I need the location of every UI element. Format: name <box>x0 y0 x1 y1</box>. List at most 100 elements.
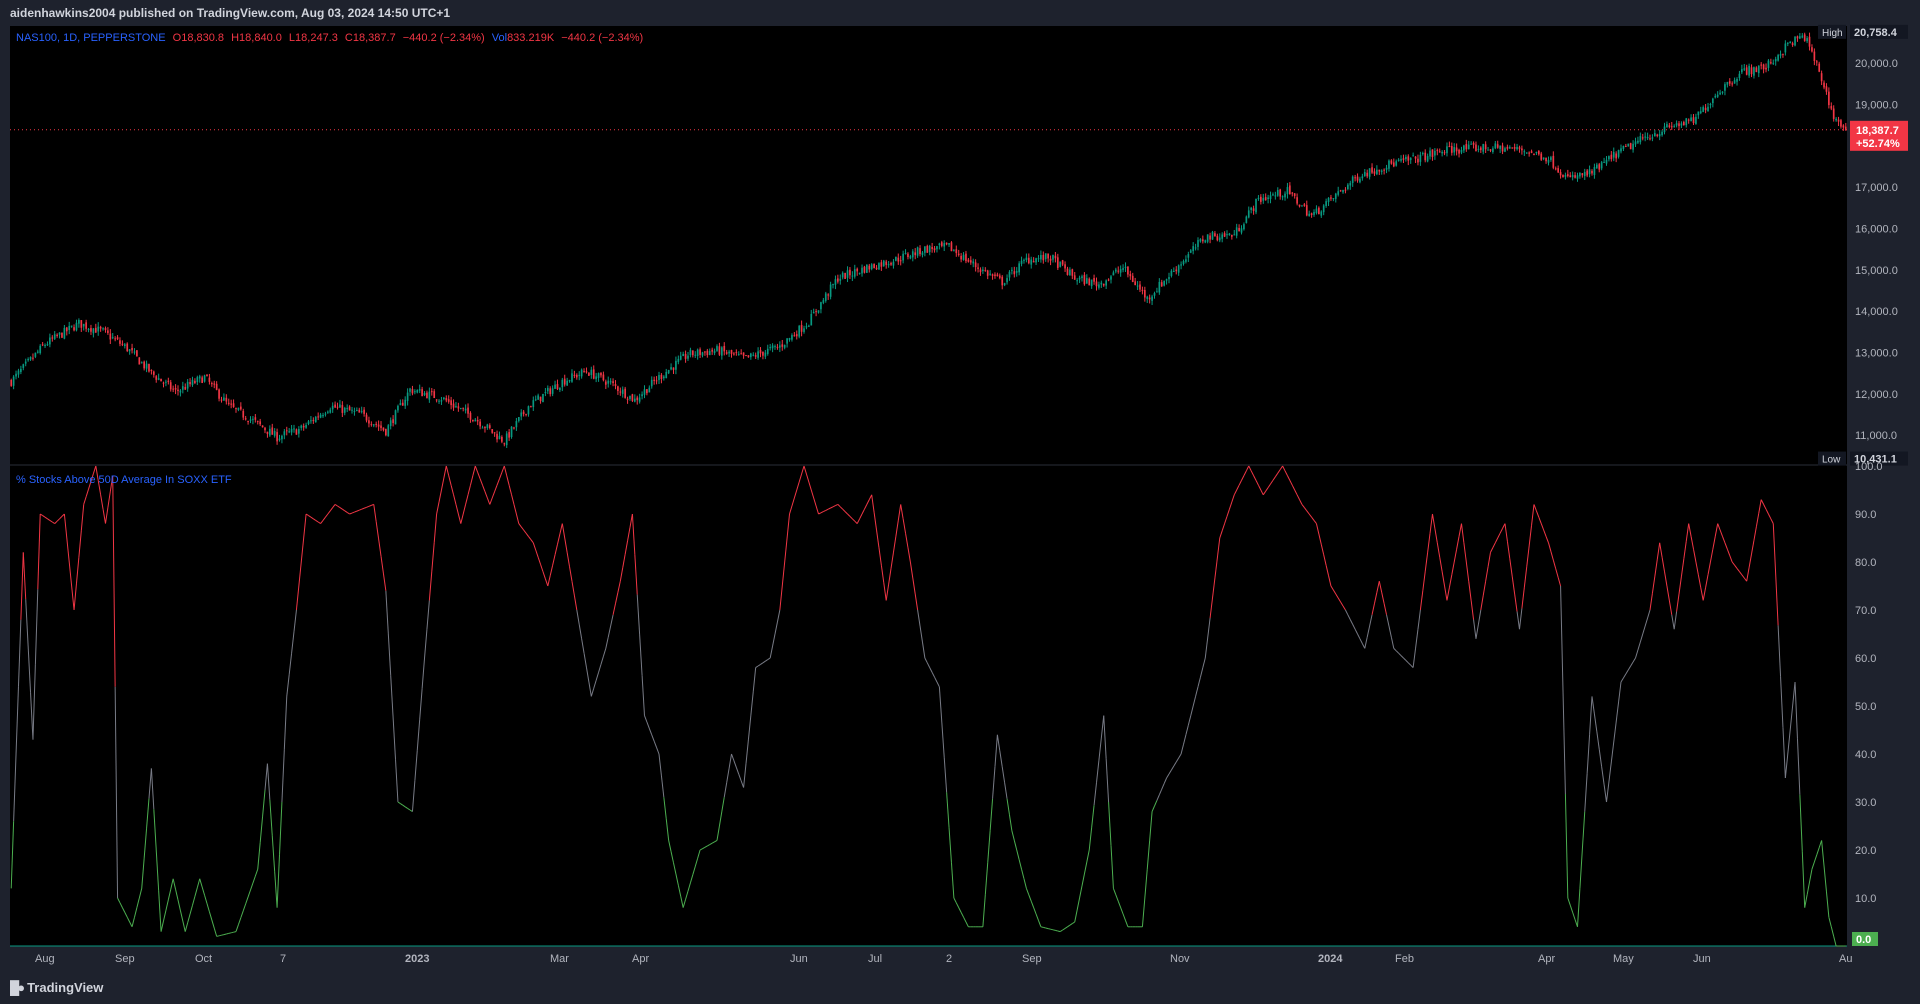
candle-body <box>1334 193 1337 199</box>
candle-body <box>34 352 37 357</box>
candle-body <box>1685 118 1688 126</box>
indicator-segment <box>934 676 938 683</box>
indicator-segment <box>424 629 428 659</box>
indicator-segment <box>450 485 455 495</box>
candle-body <box>1496 144 1499 148</box>
candle-body <box>181 386 184 390</box>
candle-body <box>358 409 361 413</box>
candle-body <box>899 260 902 262</box>
candle-body <box>1107 279 1110 281</box>
indicator-segment <box>1062 927 1066 931</box>
indicator-segment <box>1108 801 1112 846</box>
indicator-segment <box>1347 614 1351 620</box>
candle-body <box>890 263 892 265</box>
candle-body <box>532 400 535 408</box>
candle-body <box>742 352 745 356</box>
indicator-segment <box>936 681 940 688</box>
candle-body <box>513 427 515 429</box>
footer-bar <box>0 970 1920 1004</box>
candle-body <box>116 337 119 340</box>
candle-body <box>757 351 759 358</box>
indicator-segment <box>1741 574 1745 579</box>
indicator-segment <box>293 609 297 632</box>
last-change-label: +52.74% <box>1856 138 1900 150</box>
indicator-segment <box>868 494 873 500</box>
candle-body <box>155 376 158 380</box>
candle-body <box>360 411 363 413</box>
candle-body <box>399 403 402 406</box>
candle-body <box>839 278 842 281</box>
indicator-segment <box>363 506 367 509</box>
candle-body <box>1709 104 1712 106</box>
indicator-tick-label: 10.0 <box>1855 893 1876 905</box>
indicator-segment <box>1352 624 1356 630</box>
indicator-segment <box>549 565 554 576</box>
indicator-segment <box>179 910 184 922</box>
candle-body <box>1687 119 1690 121</box>
indicator-segment <box>571 581 575 596</box>
symbol-legend[interactable]: NAS100, 1D, PEPPERSTONE O18,830.8 H18,84… <box>16 32 647 44</box>
chart-area[interactable] <box>10 26 1847 946</box>
candle-body <box>70 325 73 327</box>
candle-body <box>230 403 233 405</box>
candle-body <box>1533 153 1535 155</box>
indicator-legend[interactable]: % Stocks Above 50D Average In SOXX ETF <box>16 474 232 486</box>
candle-body <box>617 386 619 392</box>
candle-body <box>1228 233 1231 236</box>
candle-body <box>1310 213 1313 215</box>
candle-body <box>148 363 150 372</box>
indicator-segment <box>1043 926 1046 929</box>
indicator-segment <box>1100 715 1105 739</box>
candle-body <box>1641 137 1644 139</box>
indicator-segment <box>1216 537 1221 559</box>
legend-symbol[interactable]: NAS100, 1D, PEPPERSTONE <box>16 32 166 44</box>
candle-body <box>1811 47 1813 52</box>
candle-body <box>438 400 440 402</box>
indicator-segment <box>1446 587 1450 601</box>
indicator-segment <box>1506 541 1511 559</box>
indicator-segment <box>1833 936 1837 947</box>
candle-body <box>911 251 914 258</box>
indicator-segment <box>876 529 880 548</box>
indicator-segment <box>844 511 848 515</box>
indicator-segment <box>513 504 517 515</box>
indicator-segment <box>359 508 362 511</box>
indicator-segment <box>1562 689 1566 795</box>
indicator-segment <box>114 686 119 899</box>
indicator-segment <box>1644 617 1649 627</box>
candle-body <box>1110 276 1112 280</box>
candle-body <box>1151 296 1153 301</box>
candle-body <box>805 326 808 328</box>
candle-body <box>909 256 912 259</box>
candle-body <box>49 337 51 345</box>
candle-body <box>699 349 701 355</box>
indicator-segment <box>402 804 406 808</box>
candle-body <box>1639 136 1642 143</box>
candle-body <box>1390 160 1393 164</box>
candle-body <box>1257 197 1260 199</box>
candle-body <box>1356 176 1359 181</box>
candle-body <box>1523 151 1526 153</box>
indicator-segment <box>170 878 174 890</box>
candle-body <box>1272 194 1274 196</box>
indicator-segment <box>254 869 259 877</box>
indicator-last-label: 0.0 <box>1856 934 1871 946</box>
candle-body <box>841 272 844 278</box>
indicator-segment <box>528 536 532 540</box>
indicator-segment <box>781 561 786 587</box>
candle-body <box>1629 143 1632 150</box>
indicator-segment <box>871 494 875 513</box>
tradingview-brand[interactable]: █● TradingView <box>10 980 103 995</box>
candle-body <box>201 377 204 383</box>
candle-body <box>319 414 322 418</box>
candle-body <box>15 373 17 377</box>
indicator-series <box>10 465 1846 947</box>
candle-body <box>341 405 344 413</box>
candle-body <box>1141 289 1144 291</box>
indicator-segment <box>1233 489 1238 496</box>
candle-body <box>1547 159 1550 163</box>
indicator-segment <box>15 686 19 755</box>
indicator-segment <box>1482 581 1487 596</box>
candle-body <box>1644 136 1647 138</box>
